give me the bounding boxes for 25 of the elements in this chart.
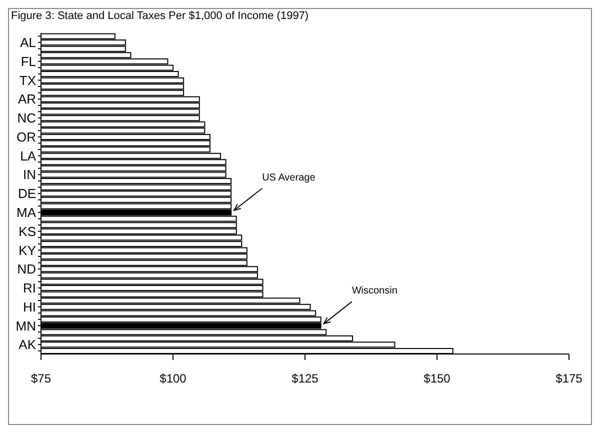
y-tick-label: NC <box>17 110 36 126</box>
annotation: Wisconsin <box>352 286 398 297</box>
x-tick-label: $75 <box>30 372 52 386</box>
y-tick-label: TX <box>19 72 36 88</box>
y-tick-label: MN <box>16 318 36 334</box>
y-tick-label: KS <box>18 224 36 239</box>
y-tick-label: OR <box>16 129 36 144</box>
y-tick-label: ND <box>17 262 36 277</box>
y-tick-label: DE <box>18 186 36 202</box>
annotation: US Average <box>262 172 316 184</box>
chart-title: Figure 3: State and Local Taxes Per $1,000 of Income (1997) <box>11 10 309 22</box>
y-tick-label: AR <box>18 92 36 107</box>
x-tick-label: $150 <box>424 372 451 386</box>
y-tick-label: AK <box>18 337 36 352</box>
y-tick-label: KY <box>18 242 36 258</box>
y-tick-label: MA <box>16 204 36 220</box>
y-tick-label: RI <box>23 280 36 296</box>
x-tick-label: $100 <box>160 372 187 386</box>
y-tick-label: LA <box>20 148 36 164</box>
y-tick-label: AL <box>20 35 36 50</box>
y-tick-label: IN <box>23 167 36 182</box>
x-tick-label: $175 <box>556 372 583 386</box>
y-tick-label: HI <box>23 299 36 314</box>
y-tick-label: FL <box>20 54 36 69</box>
x-tick-label: $125 <box>292 372 319 386</box>
